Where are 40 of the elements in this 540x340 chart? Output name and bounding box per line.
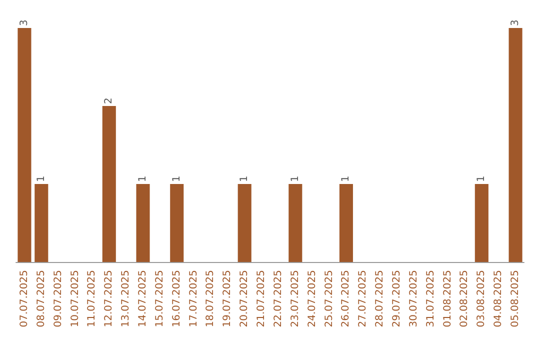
x-tick-label: 15.07.2025 <box>154 270 166 328</box>
data-label: 3 <box>18 20 30 26</box>
x-tick-label: 03.08.2025 <box>476 270 488 328</box>
data-label: 1 <box>36 176 47 182</box>
x-tick-label: 20.07.2025 <box>239 270 250 328</box>
data-label: 1 <box>138 176 148 182</box>
data-label: 1 <box>340 176 352 182</box>
x-tick-label: 11.07.2025 <box>86 270 98 328</box>
x-tick-label: 19.07.2025 <box>222 270 234 328</box>
x-tick-label: 24.07.2025 <box>306 270 318 328</box>
data-label: 3 <box>510 20 522 26</box>
x-tick-label: 17.07.2025 <box>188 270 200 328</box>
x-tick-label: 13.07.2025 <box>120 270 132 328</box>
x-tick-label: 22.07.2025 <box>272 270 284 328</box>
x-tick-label: 04.08.2025 <box>493 270 504 328</box>
x-tick-label: 08.07.2025 <box>36 270 47 328</box>
x-tick-label: 29.07.2025 <box>392 270 402 328</box>
data-label: 1 <box>290 176 301 182</box>
x-tick-label: 28.07.2025 <box>374 270 386 328</box>
x-tick-label: 25.07.2025 <box>324 270 335 328</box>
x-tick-label: 26.07.2025 <box>340 270 352 328</box>
x-tick-label: 05.08.2025 <box>510 270 522 328</box>
data-label: 1 <box>239 176 250 182</box>
x-tick-label: 31.07.2025 <box>425 270 436 328</box>
x-tick-label: 07.07.2025 <box>18 270 30 328</box>
x-tick-label: 27.07.2025 <box>358 270 369 328</box>
x-tick-label: 14.07.2025 <box>138 270 148 328</box>
x-tick-label: 16.07.2025 <box>171 270 182 328</box>
x-tick-label: 12.07.2025 <box>104 270 115 328</box>
x-tick-label: 01.08.2025 <box>442 270 454 328</box>
x-tick-label: 10.07.2025 <box>70 270 81 328</box>
data-label: 1 <box>476 176 488 182</box>
x-tick-label: 18.07.2025 <box>205 270 216 328</box>
data-label: 1 <box>171 176 182 182</box>
x-tick-label: 09.07.2025 <box>52 270 64 328</box>
x-tick-label: 21.07.2025 <box>256 270 268 328</box>
x-tick-label: 23.07.2025 <box>290 270 301 328</box>
x-tick-label: 30.07.2025 <box>408 270 420 328</box>
x-tick-label: 02.08.2025 <box>459 270 470 328</box>
data-label: 2 <box>104 98 115 104</box>
